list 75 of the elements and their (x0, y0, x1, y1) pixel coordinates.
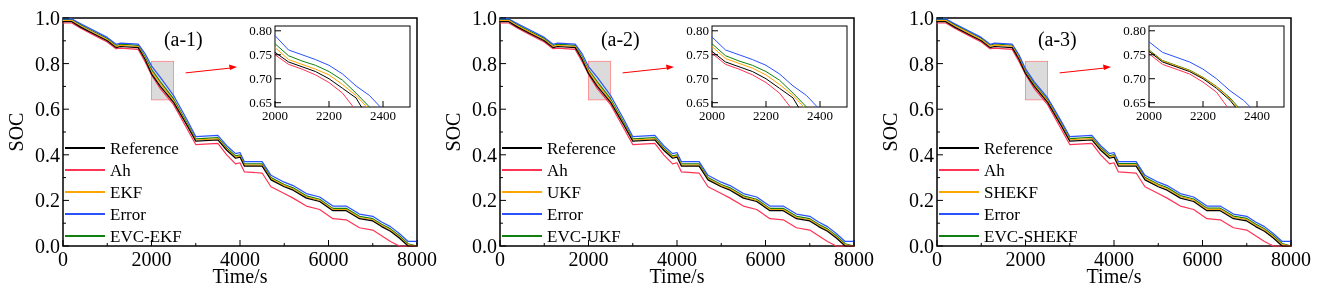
y-tick-label: 0.0 (35, 235, 60, 257)
y-tick-label: 0.70 (249, 71, 272, 87)
x-tick-label: 6000 (308, 248, 349, 270)
legend-label: EVC-SHEKF (984, 227, 1078, 246)
x-tick-label: 6000 (1182, 248, 1223, 270)
x-tick-label: 8000 (834, 248, 874, 270)
y-tick-label: 0.80 (249, 23, 272, 39)
y-tick-label: 1.0 (35, 7, 60, 29)
x-tick-label: 2200 (1190, 108, 1216, 123)
y-tick-label: 0.4 (472, 143, 497, 166)
y-tick-label: 0.2 (909, 189, 934, 212)
legend-label: Error (984, 205, 1021, 224)
y-tick-label: 0.6 (909, 98, 934, 121)
y-tick-label: 1.0 (909, 7, 934, 29)
x-tick-label: 2000 (131, 248, 172, 270)
x-tick-label: 2000 (1005, 248, 1046, 270)
line-series (711, 36, 818, 108)
legend-label: Reference (110, 139, 179, 158)
y-tick-label: 0.65 (249, 95, 272, 111)
x-tick-label: 2400 (370, 108, 396, 123)
legend-label: Error (110, 205, 147, 224)
x-tick-label: 8000 (397, 248, 437, 270)
annotation: (a-2) (600, 28, 640, 51)
y-tick-label: 0.8 (472, 52, 497, 75)
y-tick-label: 0.75 (686, 47, 709, 63)
y-tick-label: 0.80 (1123, 23, 1146, 39)
y-tick-label: 0.4 (909, 143, 934, 166)
line-series (274, 35, 381, 108)
y-tick-label: 0.2 (35, 189, 60, 212)
y-tick-label: 0.8 (35, 52, 60, 75)
y-tick-label: 0.4 (35, 143, 60, 166)
y-tick-label: 0.75 (249, 47, 272, 63)
y-tick-label: 0.0 (909, 235, 934, 257)
x-tick-label: 0 (495, 248, 505, 270)
x-tick-label: 0 (932, 248, 942, 270)
legend-label: Reference (547, 139, 616, 158)
x-tick-label: 2000 (1136, 108, 1162, 123)
y-tick-label: 0.80 (686, 23, 709, 39)
y-tick-label: 0.65 (1123, 95, 1146, 111)
x-tick-label: 2200 (753, 108, 779, 123)
x-tick-label: 2000 (699, 108, 725, 123)
x-tick-label: 2200 (316, 108, 342, 123)
x-tick-label: 2000 (262, 108, 288, 123)
y-axis-title: SOC (5, 112, 27, 152)
legend-label: UKF (547, 183, 582, 202)
x-tick-label: 0 (58, 248, 68, 270)
line-series (1148, 41, 1251, 108)
legend-label: SHEKF (984, 183, 1038, 202)
y-tick-label: 0.2 (472, 189, 497, 212)
y-tick-label: 0.75 (1123, 47, 1146, 63)
legend-label: Ah (547, 161, 569, 180)
y-axis-title: SOC (879, 112, 901, 152)
annotation: (a-3) (1037, 28, 1077, 51)
legend-label: EKF (110, 183, 143, 202)
x-tick-label: 6000 (745, 248, 786, 270)
x-tick-label: 8000 (1271, 248, 1311, 270)
y-tick-label: 0.65 (686, 95, 709, 111)
x-tick-label: 2400 (807, 108, 833, 123)
x-tick-label: 2000 (568, 248, 609, 270)
legend-label: Reference (984, 139, 1053, 158)
y-tick-label: 0.8 (909, 52, 934, 75)
legend-label: Ah (110, 161, 132, 180)
y-tick-label: 0.0 (472, 235, 497, 257)
legend-label: EVC-EKF (110, 227, 182, 246)
y-tick-label: 0.70 (686, 71, 709, 87)
annotation: (a-1) (163, 28, 203, 51)
y-tick-label: 0.70 (1123, 71, 1146, 87)
legend-label: EVC-UKF (547, 227, 621, 246)
y-axis-title: SOC (442, 112, 464, 152)
x-tick-label: 2400 (1244, 108, 1270, 123)
y-tick-label: 1.0 (472, 7, 497, 29)
legend-label: Ah (984, 161, 1006, 180)
y-tick-label: 0.6 (35, 98, 60, 121)
y-tick-label: 0.6 (472, 98, 497, 121)
legend-label: Error (547, 205, 584, 224)
